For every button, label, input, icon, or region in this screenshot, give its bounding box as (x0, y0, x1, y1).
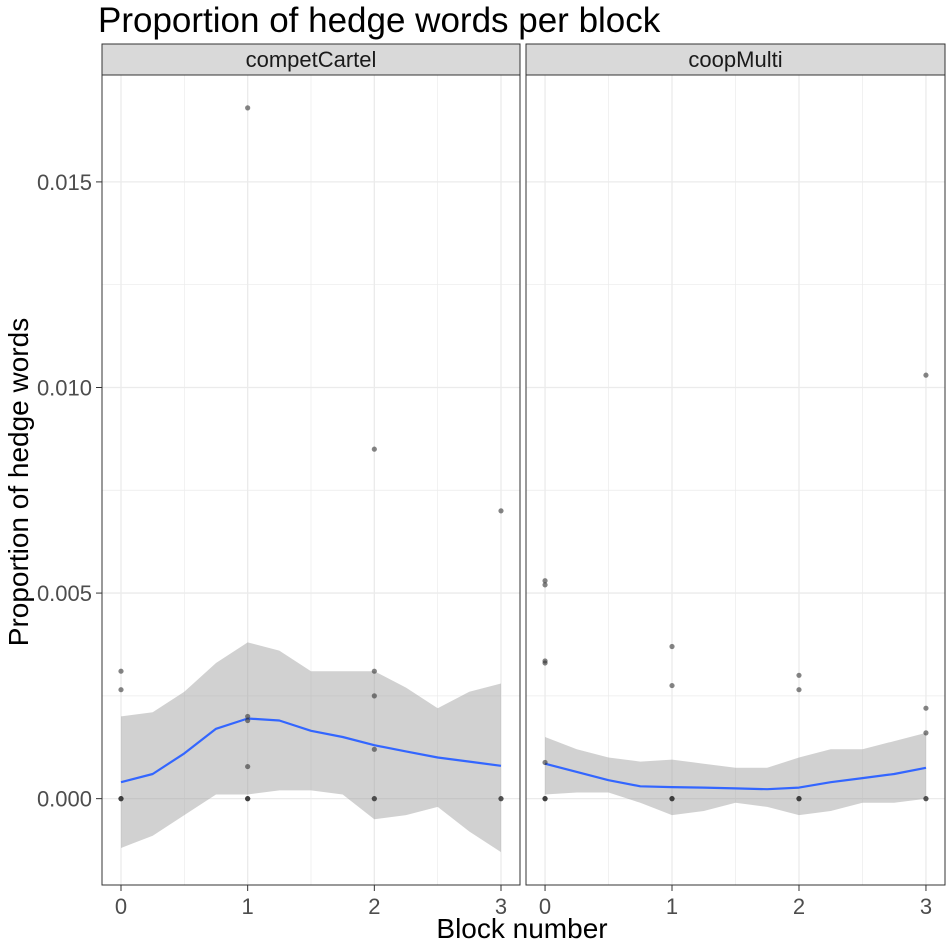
data-point (542, 660, 548, 666)
data-point (669, 682, 675, 689)
facet-strip-label: coopMulti (688, 47, 782, 72)
x-tick-label: 0 (115, 894, 127, 919)
data-point (371, 446, 377, 452)
facet-panel-competCartel: competCartel 0 1 2 3 (101, 43, 521, 919)
facet-strip-label: competCartel (246, 47, 377, 72)
x-tick-label: 1 (666, 894, 678, 919)
data-point (669, 796, 675, 802)
facet-strip (525, 43, 946, 76)
data-point (923, 705, 929, 711)
x-tick-label: 2 (368, 894, 380, 919)
data-point (542, 759, 548, 766)
data-point (542, 796, 548, 802)
confidence-ribbon (121, 642, 501, 853)
data-point (498, 508, 504, 514)
y-tick-label: 0.000 (37, 787, 92, 812)
data-point (542, 582, 548, 588)
smooth-line (120, 717, 502, 784)
data-point (923, 372, 929, 378)
data-point (796, 672, 802, 678)
data-point (245, 796, 251, 802)
x-tick-label: 1 (242, 894, 254, 919)
data-point (118, 796, 124, 802)
y-tick-label: 0.005 (37, 581, 92, 606)
data-point (371, 746, 377, 752)
y-tick-label: 0.010 (37, 375, 92, 400)
data-point (245, 105, 251, 111)
x-axis-title: Block number (436, 913, 607, 944)
x-tick-label: 0 (539, 894, 551, 919)
data-point (796, 687, 802, 693)
facet-panel-coopMulti: coopMulti 0 1 2 3 (525, 43, 946, 919)
data-point (371, 693, 377, 699)
chart-title: Proportion of hedge words per block (98, 1, 661, 40)
data-point (118, 668, 124, 674)
data-point (498, 796, 504, 802)
x-tick-label: 2 (793, 894, 805, 919)
data-point (669, 643, 675, 650)
y-axis-title: Proportion of hedge words (3, 318, 34, 646)
data-point (923, 796, 929, 802)
data-point (118, 687, 124, 693)
data-point (371, 796, 377, 802)
smooth-line (544, 762, 927, 791)
x-tick-label: 3 (920, 894, 932, 919)
data-point (542, 578, 548, 584)
x-tick-label: 3 (495, 894, 507, 919)
data-point (923, 730, 929, 736)
data-point (371, 668, 377, 674)
data-point (245, 763, 251, 770)
data-point (796, 796, 802, 802)
confidence-ribbon (545, 732, 926, 816)
data-point (245, 713, 251, 720)
facet-strip (101, 43, 521, 76)
data-point (245, 717, 251, 724)
y-tick-label: 0.015 (37, 170, 92, 195)
